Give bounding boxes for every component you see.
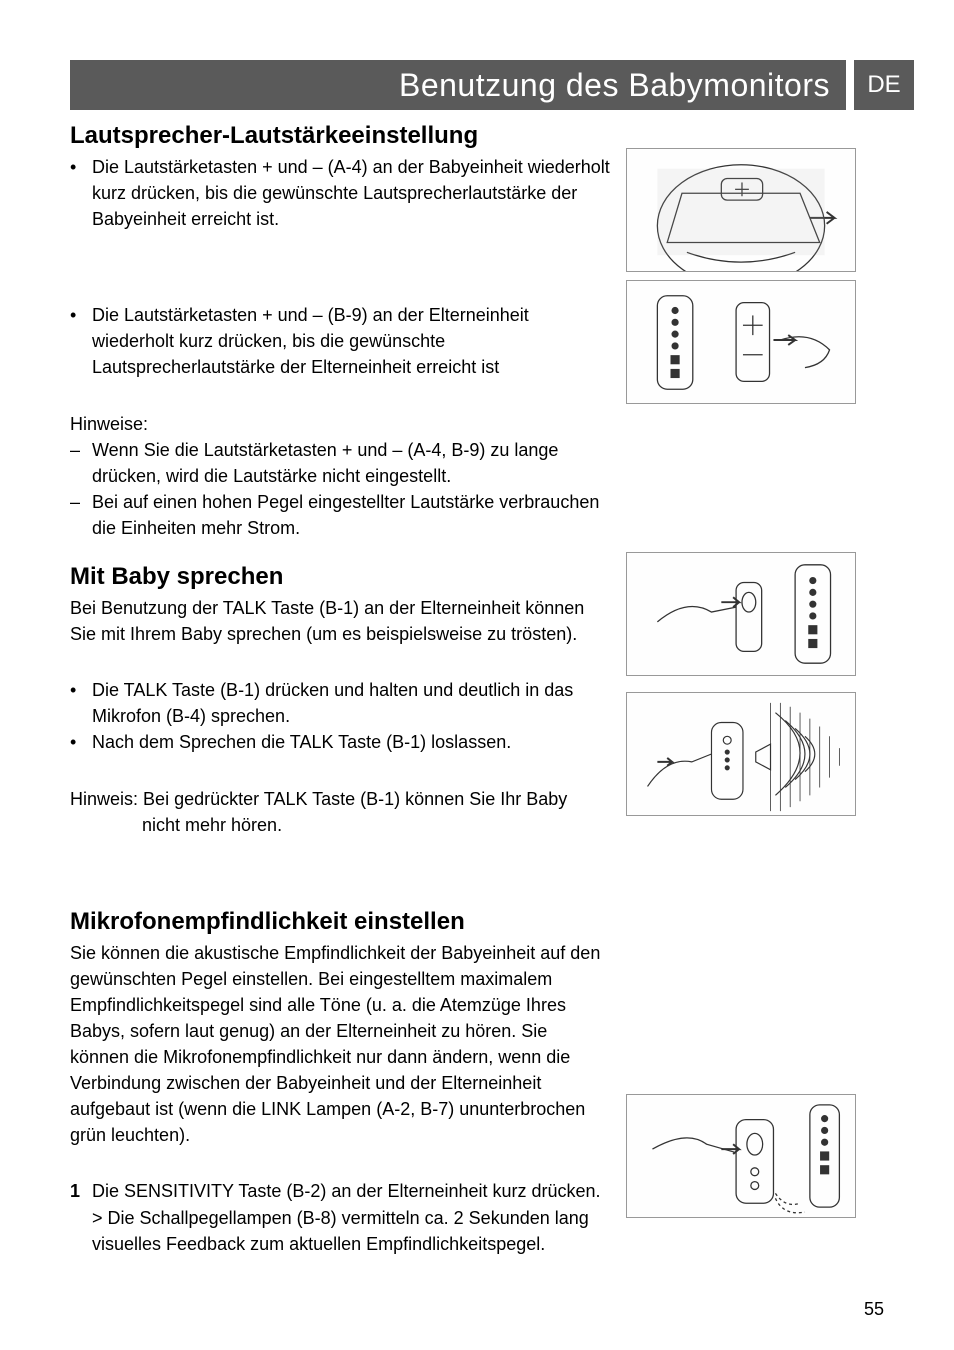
bullet-text: Die TALK Taste (B-1) drücken und halten … xyxy=(92,677,610,729)
bullet-text: Nach dem Sprechen die TALK Taste (B-1) l… xyxy=(92,729,610,755)
section-heading-sensitivity: Mikrofonempfindlichkeit einstellen xyxy=(70,908,610,936)
dash-icon: – xyxy=(70,489,92,541)
step-number: 1 xyxy=(70,1178,92,1204)
bullet-text: Die Lautstärketasten + und – (A-4) an de… xyxy=(92,154,610,232)
page-header: Benutzung des Babymonitors DE xyxy=(70,60,914,110)
bullet-item: • Nach dem Sprechen die TALK Taste (B-1)… xyxy=(70,729,610,755)
note-text: Wenn Sie die Lautstärketasten + und – (A… xyxy=(92,437,610,489)
note-item: – Bei auf einen hohen Pegel eingestellte… xyxy=(70,489,610,541)
page-number: 55 xyxy=(864,1299,884,1320)
bullet-item: • Die TALK Taste (B-1) drücken und halte… xyxy=(70,677,610,729)
step-sub-text: > Die Schallpegellampen (B-8) vermitteln… xyxy=(70,1205,610,1257)
bullet-item: • Die Lautstärketasten + und – (B-9) an … xyxy=(70,302,610,380)
section-intro: Bei Benutzung der TALK Taste (B-1) an de… xyxy=(70,595,610,647)
note-item: – Wenn Sie die Lautstärketasten + und – … xyxy=(70,437,610,489)
note-label: Hinweis: xyxy=(70,789,138,809)
bullet-dot-icon: • xyxy=(70,154,92,232)
figure-talk-button xyxy=(626,552,856,676)
notes-label: Hinweise: xyxy=(70,411,610,437)
figure-baby-unit-volume xyxy=(626,148,856,272)
note-text: Bei gedrückter TALK Taste (B-1) können S… xyxy=(143,789,567,809)
step-item: 1 Die SENSITIVITY Taste (B-2) an der Elt… xyxy=(70,1178,610,1204)
bullet-dot-icon: • xyxy=(70,729,92,755)
figure-sensitivity-button xyxy=(626,1094,856,1218)
bullet-text: Die Lautstärketasten + und – (B-9) an de… xyxy=(92,302,610,380)
section-heading-talk: Mit Baby sprechen xyxy=(70,563,610,591)
text-column: Lautsprecher-Lautstärkeeinstellung • Die… xyxy=(70,122,610,1257)
step-text: Die SENSITIVITY Taste (B-2) an der Elter… xyxy=(92,1178,610,1204)
figure-parent-unit-volume xyxy=(626,280,856,404)
section-intro: Sie können die akustische Empfindlichkei… xyxy=(70,940,610,1149)
bullet-dot-icon: • xyxy=(70,302,92,380)
note-text-cont: nicht mehr hören. xyxy=(70,812,610,838)
note-text: Bei auf einen hohen Pegel eingestellter … xyxy=(92,489,610,541)
note-line: Hinweis: Bei gedrückter TALK Taste (B-1)… xyxy=(70,786,610,812)
language-tag: DE xyxy=(854,60,914,110)
bullet-item: • Die Lautstärketasten + und – (A-4) an … xyxy=(70,154,610,232)
page-title: Benutzung des Babymonitors xyxy=(70,60,846,110)
figure-talk-speak xyxy=(626,692,856,816)
section-heading-volume: Lautsprecher-Lautstärkeeinstellung xyxy=(70,122,610,150)
bullet-dot-icon: • xyxy=(70,677,92,729)
dash-icon: – xyxy=(70,437,92,489)
